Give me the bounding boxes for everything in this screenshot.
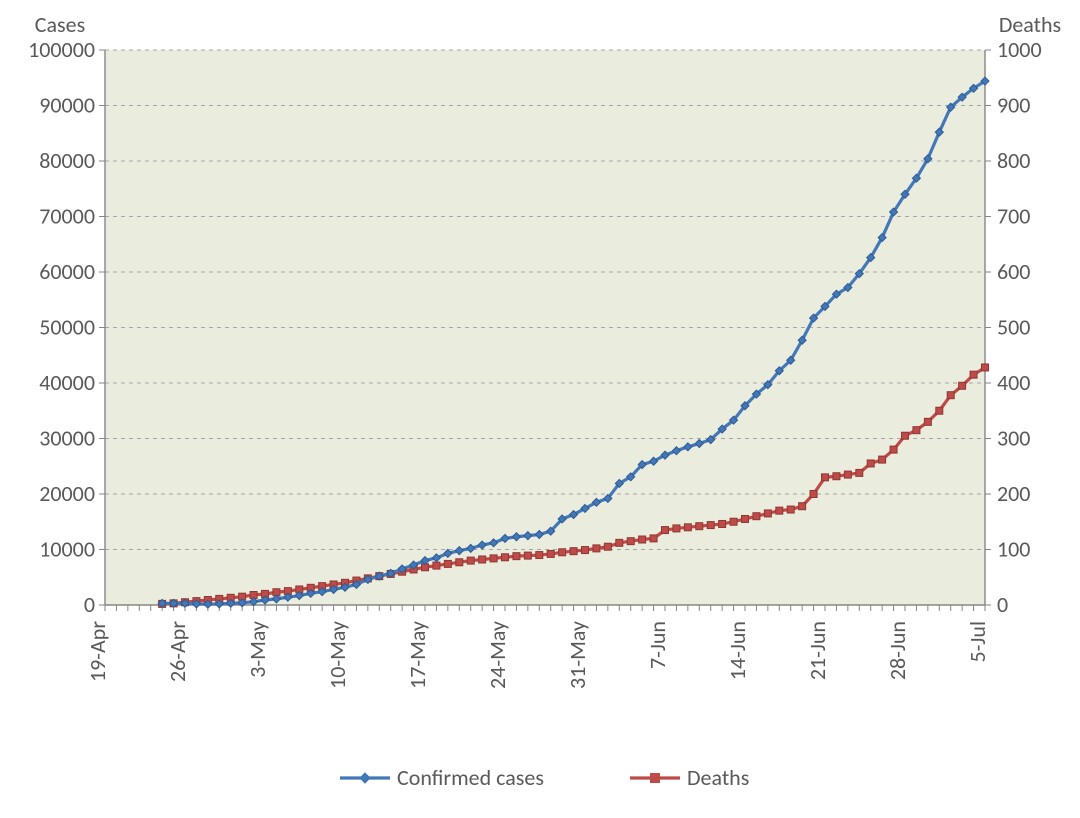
x-tick-label: 24-May: [484, 621, 511, 689]
series-marker-deaths: [753, 513, 760, 520]
y-left-tick-label: 20000: [39, 480, 95, 507]
series-marker-deaths: [856, 469, 863, 476]
series-marker-deaths: [936, 407, 943, 414]
series-marker-deaths: [502, 554, 509, 561]
x-tick-label: 17-May: [404, 621, 431, 689]
series-marker-deaths: [582, 547, 589, 554]
series-marker-deaths: [456, 559, 463, 566]
series-marker-deaths: [696, 523, 703, 530]
series-marker-deaths: [559, 549, 566, 556]
x-tick-label: 26-Apr: [164, 621, 191, 682]
series-marker-deaths: [650, 535, 657, 542]
y-right-tick-label: 600: [997, 258, 1030, 285]
series-marker-deaths: [673, 525, 680, 532]
series-marker-deaths: [444, 560, 451, 567]
series-marker-deaths: [947, 392, 954, 399]
x-tick-label: 19-Apr: [84, 621, 111, 682]
y-right-tick-label: 100: [997, 536, 1030, 563]
x-tick-label: 21-Jun: [804, 621, 831, 680]
series-marker-deaths: [924, 418, 931, 425]
series-marker-deaths: [639, 536, 646, 543]
y-right-tick-label: 800: [997, 147, 1030, 174]
series-marker-deaths: [593, 545, 600, 552]
series-marker-deaths: [787, 506, 794, 513]
series-marker-deaths: [799, 503, 806, 510]
series-marker-deaths: [479, 556, 486, 563]
y-left-tick-label: 0: [84, 591, 95, 618]
series-marker-deaths: [490, 555, 497, 562]
y-left-tick-label: 60000: [39, 258, 95, 285]
x-tick-label: 7-Jun: [644, 621, 671, 669]
legend-marker-deaths: [651, 774, 660, 783]
series-marker-deaths: [810, 491, 817, 498]
series-marker-deaths: [604, 543, 611, 550]
y-right-tick-label: 200: [997, 480, 1030, 507]
y-left-tick-label: 70000: [39, 203, 95, 230]
series-marker-deaths: [433, 562, 440, 569]
series-marker-deaths: [536, 552, 543, 559]
y-right-title: Deaths: [999, 11, 1061, 38]
series-marker-deaths: [662, 527, 669, 534]
series-marker-deaths: [764, 510, 771, 517]
series-marker-deaths: [524, 552, 531, 559]
series-marker-deaths: [467, 557, 474, 564]
y-right-tick-label: 0: [997, 591, 1008, 618]
series-marker-deaths: [913, 427, 920, 434]
y-left-title: Cases: [35, 11, 85, 38]
y-left-tick-label: 50000: [39, 314, 95, 341]
y-left-tick-label: 10000: [39, 536, 95, 563]
x-tick-label: 3-May: [244, 621, 271, 678]
series-marker-deaths: [822, 474, 829, 481]
y-right-tick-label: 700: [997, 203, 1030, 230]
series-marker-deaths: [844, 471, 851, 478]
series-marker-deaths: [616, 539, 623, 546]
x-tick-label: 5-Jul: [964, 621, 991, 663]
y-right-tick-label: 1000: [997, 36, 1042, 63]
x-tick-label: 28-Jun: [884, 621, 911, 680]
series-marker-deaths: [513, 553, 520, 560]
y-left-tick-label: 100000: [28, 36, 95, 63]
series-marker-deaths: [879, 456, 886, 463]
series-marker-deaths: [719, 520, 726, 527]
chart-container: 0 0 10000 100 20000 200 30000 300 40000 400 50000 5…: [0, 0, 1080, 818]
y-left-tick-label: 30000: [39, 425, 95, 452]
series-marker-deaths: [684, 524, 691, 531]
y-left-tick-label: 90000: [39, 92, 95, 119]
series-marker-deaths: [959, 382, 966, 389]
series-marker-deaths: [970, 371, 977, 378]
series-marker-deaths: [776, 507, 783, 514]
y-left-tick-label: 40000: [39, 369, 95, 396]
y-right-tick-label: 500: [997, 314, 1030, 341]
legend-label-deaths: Deaths: [687, 764, 749, 791]
series-marker-deaths: [890, 446, 897, 453]
y-right-tick-label: 300: [997, 425, 1030, 452]
series-marker-deaths: [742, 515, 749, 522]
series-marker-deaths: [833, 473, 840, 480]
y-right-tick-label: 400: [997, 369, 1030, 396]
series-marker-deaths: [707, 522, 714, 529]
y-right-tick-label: 900: [997, 92, 1030, 119]
series-marker-deaths: [547, 550, 554, 557]
x-tick-label: 31-May: [564, 621, 591, 689]
series-marker-deaths: [730, 518, 737, 525]
series-marker-deaths: [982, 364, 989, 371]
x-tick-label: 14-Jun: [724, 621, 751, 680]
x-tick-label: 10-May: [324, 621, 351, 689]
series-marker-deaths: [867, 460, 874, 467]
series-marker-deaths: [627, 538, 634, 545]
y-left-tick-label: 80000: [39, 147, 95, 174]
series-marker-deaths: [902, 432, 909, 439]
series-marker-deaths: [570, 548, 577, 555]
legend-label-confirmed_cases: Confirmed cases: [397, 764, 544, 791]
